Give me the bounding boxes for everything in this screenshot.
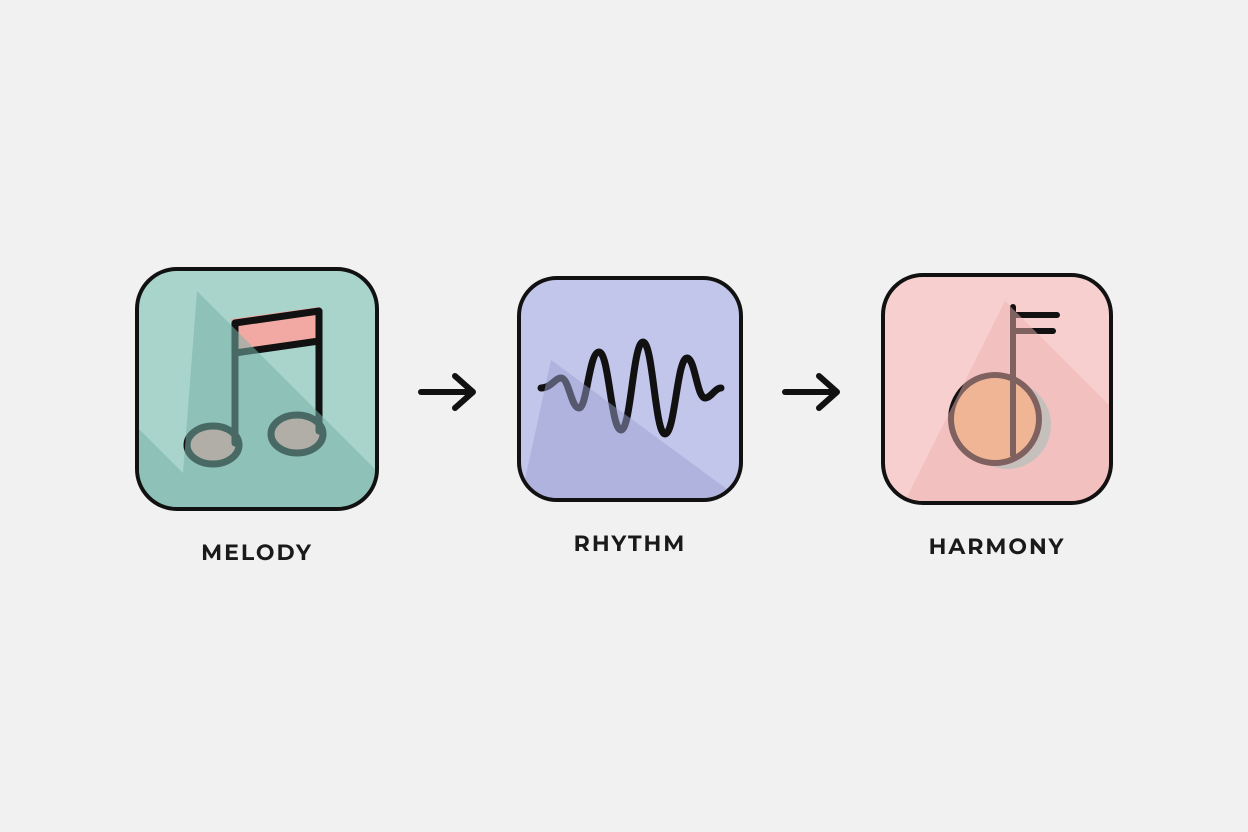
waveform-icon bbox=[521, 280, 739, 498]
flag-circle-icon bbox=[885, 277, 1109, 501]
tile-wrap-melody bbox=[135, 267, 379, 511]
music-note-icon bbox=[139, 271, 375, 507]
tile-melody bbox=[135, 267, 379, 511]
card-harmony: HARMONY bbox=[881, 273, 1113, 560]
arrow-1 bbox=[415, 282, 481, 502]
arrow-2 bbox=[779, 282, 845, 502]
label-rhythm: RHYTHM bbox=[574, 530, 687, 557]
arrow-right-icon bbox=[415, 369, 481, 415]
card-rhythm: RHYTHM bbox=[517, 276, 743, 557]
card-melody: MELODY bbox=[135, 267, 379, 566]
arrow-right-icon bbox=[779, 369, 845, 415]
cards-row: MELODY bbox=[135, 267, 1113, 566]
tile-harmony bbox=[881, 273, 1113, 505]
infographic-stage: MELODY bbox=[0, 0, 1248, 832]
tile-wrap-rhythm bbox=[517, 276, 743, 502]
tile-rhythm bbox=[517, 276, 743, 502]
label-melody: MELODY bbox=[201, 539, 313, 566]
label-harmony: HARMONY bbox=[929, 533, 1066, 560]
tile-wrap-harmony bbox=[881, 273, 1113, 505]
